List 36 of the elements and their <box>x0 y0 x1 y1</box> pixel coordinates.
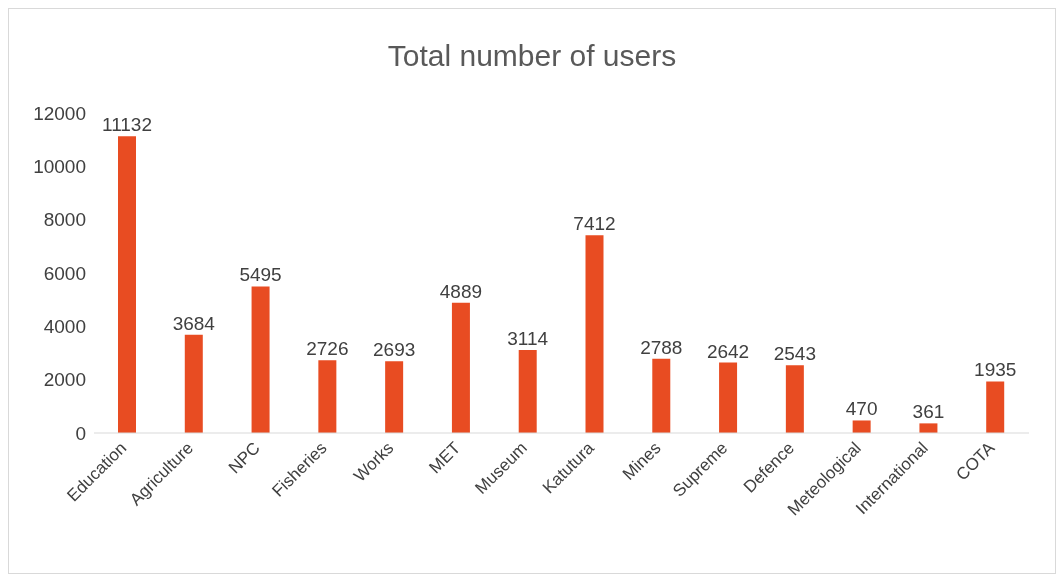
data-label: 2726 <box>306 338 349 360</box>
bar <box>518 349 537 433</box>
bar <box>852 420 871 433</box>
bar <box>318 360 337 433</box>
data-label: 361 <box>912 401 945 423</box>
y-tick-label: 6000 <box>43 262 86 284</box>
data-label: 7412 <box>573 213 616 235</box>
chart-title: Total number of users <box>386 38 678 74</box>
data-label: 4889 <box>439 280 483 302</box>
data-label: 470 <box>845 398 878 420</box>
y-tick-label: 4000 <box>43 316 86 338</box>
y-tick-label: 8000 <box>43 209 86 231</box>
bar <box>919 423 938 433</box>
data-label: 2693 <box>373 339 416 361</box>
bar <box>385 361 404 433</box>
y-tick-label: 0 <box>75 422 86 444</box>
data-label: 11132 <box>101 114 153 136</box>
bar <box>785 365 804 433</box>
bar <box>585 235 604 433</box>
data-label: 2788 <box>640 336 683 358</box>
data-label: 2543 <box>773 343 816 365</box>
y-tick-label: 2000 <box>43 369 86 391</box>
bar <box>652 358 671 433</box>
bar <box>118 136 136 433</box>
data-label: 2642 <box>706 340 750 362</box>
bar <box>719 362 738 433</box>
bar <box>986 381 1005 433</box>
bar <box>251 286 270 433</box>
data-label: 5495 <box>239 264 282 286</box>
data-label: 1935 <box>974 359 1017 381</box>
data-label: 3114 <box>507 327 549 349</box>
bar <box>451 302 470 433</box>
y-tick-label: 10000 <box>33 156 86 178</box>
y-tick-label: 12000 <box>33 102 86 124</box>
bar <box>184 334 203 433</box>
data-label: 3684 <box>172 312 216 334</box>
